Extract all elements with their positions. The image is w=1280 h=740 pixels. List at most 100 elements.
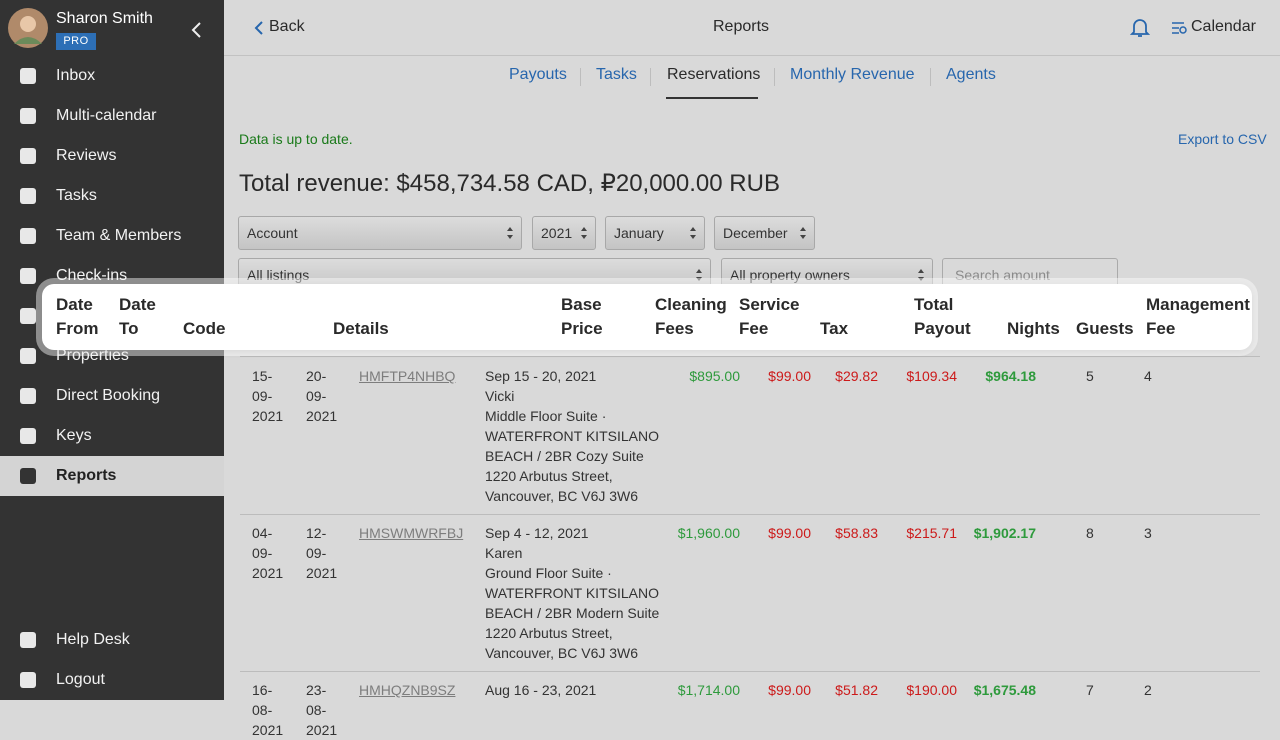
amount: $1,902.17 [973, 525, 1036, 541]
column-header: Base Price [561, 295, 603, 338]
amount: $58.83 [835, 525, 878, 541]
nav-icon [20, 68, 36, 84]
nav-item[interactable]: Logout [0, 660, 224, 700]
nav-icon [20, 148, 36, 164]
guests: 2 [1144, 682, 1152, 698]
to-month-select[interactable]: December [714, 216, 815, 250]
status: Data is up to date. [239, 131, 353, 147]
amount: $1,960.00 [677, 525, 740, 541]
amount: $190.00 [906, 682, 957, 698]
back-button[interactable]: Back [269, 18, 305, 35]
amount: $215.71 [906, 525, 957, 541]
from-month-select[interactable]: January [605, 216, 705, 250]
details-line: Aug 16 - 23, 2021 [485, 682, 597, 698]
tab-separator [930, 68, 931, 86]
nav-item[interactable]: Properties [0, 336, 224, 376]
export-csv[interactable]: Export to CSV [1178, 131, 1267, 147]
collapse-button[interactable] [190, 21, 204, 39]
date-to: 23-08-2021 [306, 682, 338, 738]
details-line: Ground Floor Suite · WATERFRONT KITSILAN… [485, 565, 660, 621]
tab-separator [774, 68, 775, 86]
nav-item[interactable]: Inbox [0, 56, 224, 96]
details: Aug 16 - 23, 2021 [485, 680, 661, 700]
reservation-code[interactable]: HMFTP4NHBQ [359, 368, 456, 384]
calendar-icon [1172, 22, 1187, 34]
nav-item[interactable]: Check-ins [0, 256, 224, 296]
active-tab-underline [666, 97, 758, 99]
nav-item[interactable]: Tasks [0, 176, 224, 216]
reservation-code[interactable]: HMHQZNB9SZ [359, 682, 456, 698]
details-line: Sep 15 - 20, 2021 [485, 368, 597, 384]
column-header: Details [333, 319, 389, 338]
column-header: Date To [119, 295, 156, 338]
nav-item[interactable]: Reviews [0, 136, 224, 176]
nav-icon [20, 348, 36, 364]
nav-icon [20, 468, 36, 484]
reservation-code[interactable]: HMSWMWRFBJ [359, 525, 464, 541]
tab[interactable]: Reservations [667, 66, 761, 83]
details-line: Sep 4 - 12, 2021 [485, 525, 589, 541]
amount: $1,714.00 [677, 682, 740, 698]
tab-separator [650, 68, 651, 86]
tab[interactable]: Monthly Revenue [790, 66, 915, 83]
nights: 8 [1086, 525, 1094, 541]
nav-icon [20, 388, 36, 404]
nav-item[interactable]: Keys [0, 416, 224, 456]
amount: $109.34 [906, 368, 957, 384]
details-line: 1220 Arbutus Street, Vancouver, BC V6J 3… [485, 468, 639, 504]
tab[interactable]: Payouts [509, 66, 567, 83]
date-from: 16-08-2021 [252, 682, 284, 738]
table-header: Date From Date To Code Details Base Price Cle… [42, 284, 1252, 350]
amount: $51.82 [835, 682, 878, 698]
guests: 4 [1144, 368, 1152, 384]
account-select[interactable]: Account [238, 216, 522, 250]
details: Sep 15 - 20, 2021 Vicki Middle Floor Suite… [485, 366, 661, 506]
amount: $99.00 [768, 368, 811, 384]
tab[interactable]: Tasks [596, 66, 637, 83]
row-divider [240, 514, 1260, 515]
nights: 7 [1086, 682, 1094, 698]
column-header: Date From [56, 295, 99, 338]
date-to: 20-09-2021 [306, 368, 338, 424]
page-title: Reports [713, 18, 770, 35]
details-line: Karen [485, 545, 523, 561]
nav-icon [20, 188, 36, 204]
row-divider [240, 671, 1260, 672]
row-divider [240, 356, 1260, 357]
notifications[interactable] [1130, 17, 1150, 39]
nav-icon [20, 268, 36, 284]
calendar-link[interactable]: Calendar [1191, 18, 1256, 35]
nav-item[interactable]: Team & Members [0, 216, 224, 256]
topbar-divider [224, 55, 1280, 56]
nav-icon [20, 228, 36, 244]
column-header: Management Fee [1146, 295, 1250, 338]
sidebar: Sharon Smith PRO Inbox Multi-calendar Revi… [0, 0, 224, 700]
guests: 3 [1144, 525, 1152, 541]
avatar[interactable] [8, 8, 48, 48]
column-header: Code [183, 319, 226, 338]
nav-item[interactable]: Help Desk [0, 620, 224, 660]
amount: $29.82 [835, 368, 878, 384]
tab[interactable]: Agents [946, 66, 996, 83]
amount: $964.18 [985, 368, 1036, 384]
column-header: Cleaning Fees [655, 295, 727, 338]
column-header: Guests [1076, 319, 1134, 338]
nav-icon [20, 108, 36, 124]
nav-item[interactable]: Multi-calendar [0, 96, 224, 136]
column-header: Nights [1007, 319, 1060, 338]
nights: 5 [1086, 368, 1094, 384]
back-icon [254, 21, 263, 35]
nav-icon [20, 428, 36, 444]
details-line: 1220 Arbutus Street, Vancouver, BC V6J 3… [485, 625, 639, 661]
column-header: Total Payout [914, 295, 971, 338]
user-name: Sharon Smith [56, 10, 153, 27]
year-select[interactable]: 2021 [532, 216, 596, 250]
plan-badge: PRO [56, 33, 96, 50]
date-to: 12-09-2021 [306, 525, 338, 581]
nav-item[interactable]: Direct Booking [0, 376, 224, 416]
date-from: 15-09-2021 [252, 368, 284, 424]
nav-item[interactable]: Reports [0, 456, 224, 496]
tab-separator [580, 68, 581, 86]
details: Sep 4 - 12, 2021 Karen Ground Floor Suite … [485, 523, 661, 663]
